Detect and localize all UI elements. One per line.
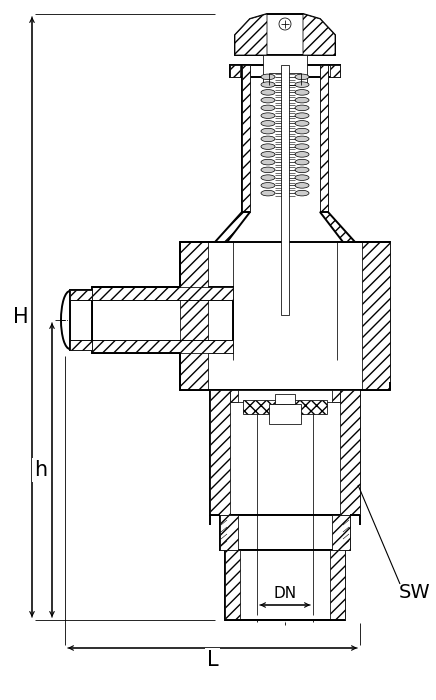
Ellipse shape [261,90,275,95]
Text: DN: DN [273,585,296,601]
Bar [340,390,360,515]
Ellipse shape [261,152,275,158]
Bar [243,400,327,414]
Ellipse shape [295,136,309,141]
Ellipse shape [261,144,275,149]
Bar [230,65,340,77]
Ellipse shape [295,183,309,188]
Bar [330,550,345,620]
Ellipse shape [261,175,275,181]
Ellipse shape [295,128,309,134]
Ellipse shape [261,82,275,88]
Ellipse shape [261,97,275,103]
Bar [230,390,238,402]
Bar [180,242,208,390]
Bar [332,390,340,402]
Ellipse shape [261,120,275,126]
Ellipse shape [261,136,275,141]
Polygon shape [303,14,335,55]
Ellipse shape [261,113,275,118]
Polygon shape [235,14,335,55]
Ellipse shape [261,74,275,80]
Text: H: H [13,307,29,327]
Bar [230,390,340,402]
Bar [92,340,233,353]
Text: h: h [34,460,48,480]
Bar [70,290,92,350]
Ellipse shape [295,175,309,181]
Bar [225,550,345,620]
Bar [330,65,340,77]
Polygon shape [320,212,355,242]
Ellipse shape [295,152,309,158]
Bar [362,242,390,390]
Ellipse shape [295,167,309,173]
Bar [320,65,328,212]
Ellipse shape [295,160,309,165]
Ellipse shape [295,82,309,88]
Ellipse shape [295,120,309,126]
Ellipse shape [295,74,309,80]
Ellipse shape [261,167,275,173]
Ellipse shape [295,113,309,118]
Bar [70,290,92,300]
Bar [92,287,233,353]
Polygon shape [215,212,250,242]
Bar [225,550,240,620]
Circle shape [279,18,291,30]
Ellipse shape [295,105,309,111]
Text: L: L [207,650,218,670]
Bar [220,515,238,550]
Bar [275,394,295,404]
Ellipse shape [295,97,309,103]
Ellipse shape [261,160,275,165]
Ellipse shape [261,183,275,188]
Bar [220,515,350,550]
Polygon shape [235,14,267,55]
Ellipse shape [295,90,309,95]
Bar [180,242,390,390]
Ellipse shape [261,105,275,111]
Ellipse shape [295,190,309,196]
Text: SW: SW [399,582,431,601]
Ellipse shape [295,144,309,149]
Bar [281,65,289,315]
Bar [263,55,307,85]
Bar [269,404,301,424]
Ellipse shape [261,190,275,196]
Bar [210,390,230,515]
Bar [210,390,360,515]
Bar [92,287,233,300]
Bar [332,515,350,550]
Bar [230,65,240,77]
Ellipse shape [261,128,275,134]
Bar [242,65,250,212]
Bar [70,340,92,350]
